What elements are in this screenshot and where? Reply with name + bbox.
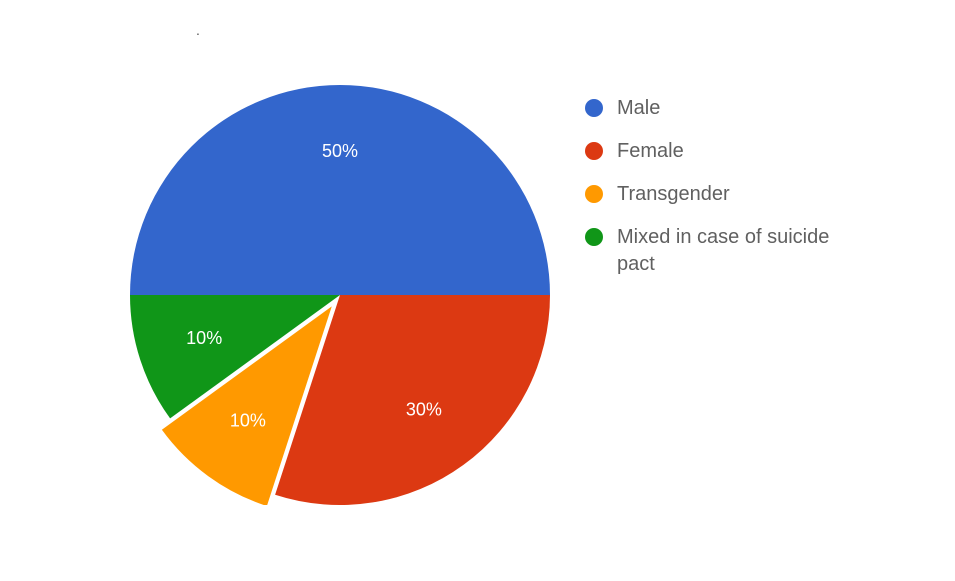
chart-container: . 50% 30% 10% 10% Male Female Transgender Mixe…	[0, 0, 955, 581]
legend-swatch	[585, 185, 603, 203]
pie-slice-label: 10%	[230, 411, 266, 431]
legend-label: Transgender	[617, 181, 730, 208]
pie-slice-label: 10%	[186, 328, 222, 348]
legend-swatch	[585, 228, 603, 246]
pie-chart: 50% 30% 10% 10%	[130, 85, 550, 505]
legend-item: Mixed in case of suicide pact	[585, 224, 925, 278]
legend-item: Male	[585, 95, 925, 122]
pie-slice-label: 30%	[406, 399, 442, 419]
legend-swatch	[585, 99, 603, 117]
legend-label: Mixed in case of suicide pact	[617, 224, 847, 278]
pie-slice-label: 50%	[322, 141, 358, 161]
pie-slice	[130, 85, 550, 295]
legend-item: Transgender	[585, 181, 925, 208]
stray-dot: .	[196, 22, 200, 38]
legend-label: Female	[617, 138, 684, 165]
pie-svg: 50% 30% 10% 10%	[130, 85, 550, 505]
legend-item: Female	[585, 138, 925, 165]
legend: Male Female Transgender Mixed in case of su…	[585, 95, 925, 294]
legend-swatch	[585, 142, 603, 160]
legend-label: Male	[617, 95, 660, 122]
